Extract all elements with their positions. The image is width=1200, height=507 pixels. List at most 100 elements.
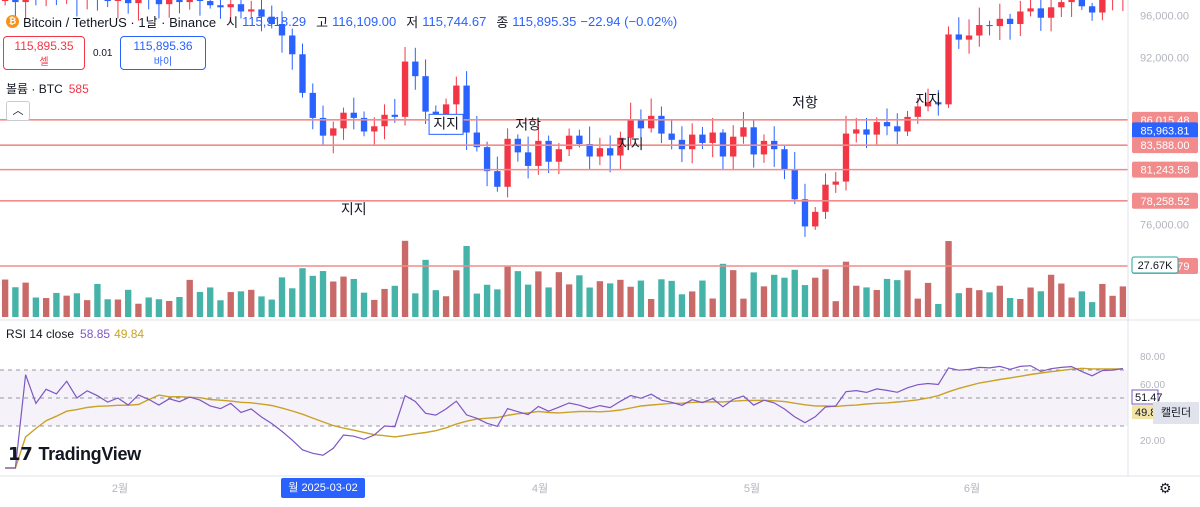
calendar-button[interactable]: 캘린더	[1153, 402, 1199, 424]
volume-axis-badge	[1131, 256, 1179, 274]
candle-body	[894, 126, 901, 132]
bitcoin-logo-icon: ₿	[6, 15, 19, 28]
volume-bar	[432, 290, 439, 317]
volume-bar	[576, 275, 583, 317]
price-axis-tick: 92,000.00	[1140, 52, 1189, 64]
level-price-badge	[1132, 192, 1198, 209]
gear-icon[interactable]: ⚙	[1159, 480, 1172, 496]
annotation-label: 지지	[341, 201, 367, 217]
volume-bar	[617, 279, 624, 317]
volume-bar	[176, 296, 183, 317]
candle-body	[709, 132, 716, 143]
horizontal-levels[interactable]: 86,015.4885,963.8183,588.0081,243.5878,2…	[0, 111, 1198, 274]
candle-body	[832, 181, 839, 185]
volume-bar	[42, 298, 50, 317]
rsi-axis-label: 51.47	[1135, 392, 1163, 404]
candle-body	[617, 137, 624, 156]
candle-body	[155, 0, 163, 5]
candle-body	[473, 132, 481, 148]
volume-bar	[976, 290, 983, 317]
candle-body	[176, 0, 183, 3]
volume-bar	[135, 303, 142, 317]
candle-body	[699, 134, 706, 143]
candle-body	[1068, 0, 1075, 3]
volume-bar	[463, 245, 470, 317]
candle-body	[565, 135, 573, 150]
volume-bar	[637, 280, 645, 317]
rsi-axis-tick: 20.00	[1140, 436, 1165, 447]
volume-bar	[883, 278, 891, 317]
volume-bar	[996, 285, 1003, 317]
candle-body	[689, 134, 696, 150]
candle-body	[914, 106, 921, 117]
candle-body	[955, 34, 962, 40]
candle-body	[258, 9, 265, 17]
volume-bar	[586, 287, 593, 317]
volume-bar	[647, 299, 655, 317]
buy-button[interactable]: 115,895.36 바이	[120, 36, 206, 70]
volume-bar	[473, 293, 481, 317]
candle-body	[586, 144, 593, 157]
low-value: 115,744.67	[422, 14, 487, 29]
candle-body	[883, 122, 891, 127]
candle-body	[114, 0, 122, 2]
candle-body	[463, 85, 470, 133]
volume-bar	[63, 295, 70, 317]
symbol-title[interactable]: Bitcoin / TetherUS · 1날 · Binance	[23, 15, 217, 30]
candle-body	[207, 1, 214, 6]
volume-bar	[853, 285, 860, 317]
volume-bar	[289, 288, 296, 317]
volume-bar	[350, 278, 357, 317]
volume-bar	[319, 271, 327, 317]
rsi-ma-axis-badge	[1132, 405, 1154, 419]
rsi-pane[interactable]: 51.47 49.84 80.00 60.00 20.00	[0, 319, 1200, 469]
candle-body	[637, 120, 645, 129]
high-value: 116,109.00	[332, 14, 397, 29]
candle-body	[924, 102, 932, 107]
volume-bar	[986, 292, 993, 317]
level-price-label: 81,243.58	[1141, 165, 1190, 177]
volume-bar	[53, 292, 60, 317]
volume-bar	[217, 300, 224, 317]
volume-legend: 볼륨 · BTC 585	[6, 80, 89, 97]
volume-bar	[299, 268, 306, 317]
candle-body	[1017, 11, 1024, 24]
volume-bar	[360, 292, 368, 317]
candle-body	[401, 61, 409, 117]
candle-body	[668, 133, 675, 140]
volume-bar	[340, 276, 347, 317]
level-price-badge	[1132, 137, 1198, 154]
high-label: 고	[316, 15, 329, 30]
volume-bar	[196, 292, 204, 317]
level-price-label: 78,258.52	[1141, 196, 1190, 208]
buy-price: 115,895.36	[133, 39, 193, 53]
volume-bar	[514, 271, 522, 317]
candle-body	[863, 129, 870, 135]
volume-bar	[924, 282, 932, 317]
volume-bar	[658, 279, 665, 317]
sell-label: 셀	[39, 57, 49, 68]
candle-body	[730, 136, 737, 157]
price-pane[interactable]	[1, 0, 1126, 237]
volume-bar	[832, 301, 839, 317]
volume-bar	[1027, 287, 1034, 317]
volume-bar	[760, 286, 768, 317]
collapse-chevron-up-icon[interactable]: ︿	[6, 101, 30, 121]
volume-bar	[914, 298, 921, 317]
volume-bar	[596, 281, 604, 317]
volume-bar	[1058, 283, 1065, 317]
candle-body	[1078, 0, 1086, 7]
candle-body	[740, 127, 747, 137]
sell-button[interactable]: 115,895.35 셀	[3, 36, 85, 70]
volume-bar	[565, 284, 573, 317]
rsi-axis-tick: 60.00	[1140, 380, 1165, 391]
candle-body	[104, 0, 111, 2]
close-label: 종	[496, 15, 509, 30]
candle-body	[227, 4, 234, 8]
volume-bar	[258, 296, 265, 317]
volume-bar	[791, 269, 798, 317]
volume-bar	[278, 277, 286, 317]
candle-body	[483, 147, 491, 172]
candle-body	[248, 9, 255, 12]
